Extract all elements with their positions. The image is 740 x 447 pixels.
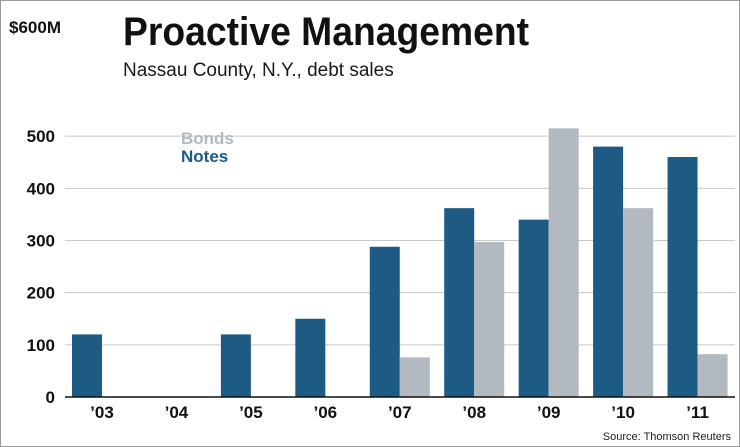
bar-notes-5: [444, 208, 475, 397]
y-tick-labels: 0 100 200 300 400 500: [27, 127, 55, 407]
bar-bonds-8: [697, 354, 728, 397]
y-tick-label: 400: [27, 179, 55, 198]
legend-entry-bonds: Bonds: [181, 129, 234, 148]
bar-notes-2: [220, 334, 251, 397]
x-tick-label: ’03: [90, 403, 114, 422]
bar-bonds-6: [548, 128, 579, 397]
y-axis-unit-label: $600M: [9, 18, 61, 37]
bars: [72, 128, 728, 397]
x-tick-label: ’06: [314, 403, 338, 422]
x-tick-label: ’11: [686, 403, 709, 422]
x-tick-label: ’09: [537, 403, 561, 422]
x-tick-label: ’07: [388, 403, 412, 422]
x-tick-label: ’08: [462, 403, 486, 422]
chart-title: Proactive Management: [123, 10, 529, 54]
bar-notes-0: [72, 334, 102, 397]
x-tick-label: ’10: [611, 403, 635, 422]
y-tick-label: 100: [27, 336, 55, 355]
y-tick-label: 200: [27, 284, 55, 303]
bar-bonds-4: [399, 357, 430, 397]
chart-subtitle: Nassau County, N.Y., debt sales: [123, 60, 394, 81]
y-tick-label: 0: [46, 388, 55, 407]
x-tick-labels: ’03 ’04 ’05 ’06 ’07 ’08 ’09 ’10 ’11: [90, 403, 709, 422]
bar-notes-7: [593, 146, 624, 397]
bar-bonds-5: [474, 242, 505, 397]
y-tick-label: 500: [27, 127, 55, 146]
y-tick-label: 300: [27, 232, 55, 251]
source-note: Source: Thomson Reuters: [603, 431, 732, 443]
bar-notes-4: [369, 246, 400, 397]
bar-bonds-7: [623, 208, 654, 397]
bar-notes-6: [518, 219, 549, 397]
x-tick-label: ’04: [165, 403, 189, 422]
legend-entry-notes: Notes: [181, 147, 228, 166]
bar-notes-8: [667, 157, 698, 397]
x-tick-label: ’05: [239, 403, 263, 422]
bar-notes-3: [295, 318, 326, 397]
